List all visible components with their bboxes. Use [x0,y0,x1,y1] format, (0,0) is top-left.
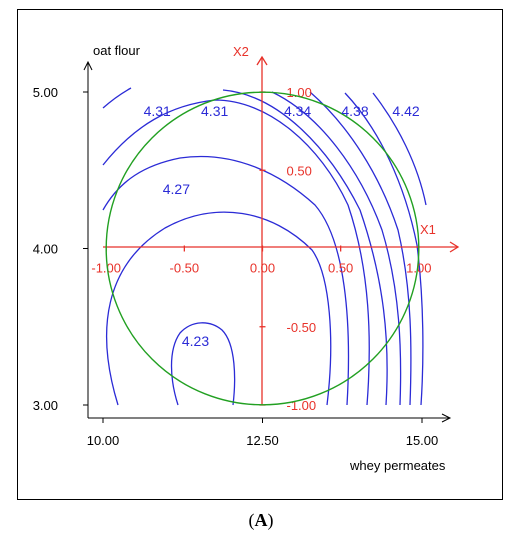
contour-line-4.31-upper [102,99,370,406]
y-axis-arrowhead [83,60,93,71]
contour-value-label: 4.42 [392,103,419,119]
caption-letter: A [254,510,268,530]
y-tick-label: 3.00 [33,398,58,413]
x1-tick-label: 0.00 [250,261,275,276]
x1-tick-label: -1.00 [91,261,121,276]
y-tick-label: 4.00 [33,242,58,257]
axis-ticks [83,91,423,423]
y-tick-label: 5.00 [33,85,58,100]
coded-axes [103,55,460,405]
contour-line-4.23-closed [170,322,236,406]
contour-value-label: 4.38 [341,103,368,119]
figure-caption: (A) [248,510,274,530]
contour-line-4.50 [372,92,427,206]
x2-tick-label: 1.00 [287,85,312,100]
contour-line-4.38 [271,91,402,406]
x2-tick-label: 0.50 [287,163,312,178]
figure-frame [17,9,503,500]
x-axis-title: whey permeates [349,458,446,473]
contour-value-label: 4.34 [284,103,311,119]
x1-tick-label: -0.50 [170,261,200,276]
contour-value-labels: 4.31 4.31 4.34 4.38 4.42 4.27 4.23 [144,103,420,349]
contour-line-4.27 [105,211,332,406]
coded-axis-x1-label: X1 [420,222,436,237]
coded-axis-x2-arrowhead [256,55,268,66]
contour-lines [102,87,427,406]
x-tick-label: 10.00 [87,433,120,448]
x-tick-label: 12.50 [246,433,279,448]
x1-tick-label: 1.00 [406,261,431,276]
x2-tick-label: -0.50 [287,320,317,335]
contour-value-label: 4.31 [201,103,228,119]
coded-axis-x2-label: X2 [233,44,249,59]
contour-line-4.42 [309,91,412,406]
contour-value-label: 4.31 [144,103,171,119]
x-tick-label: 15.00 [406,433,439,448]
contour-value-label: 4.27 [163,181,190,197]
plot-axes [83,60,452,423]
contour-line-4.34 [222,89,388,406]
contour-line-4.31-outer [102,155,350,406]
experimental-region-circle [105,91,420,406]
coded-axis-x1-arrowhead [449,241,460,253]
coded-axis-tick-labels: -1.00 -0.50 0.00 0.50 1.001.000.50-0.50-1.00 [91,85,431,413]
contour-value-label: 4.23 [182,333,209,349]
contour-line-4.31-upper-left [102,87,132,109]
axis-tick-labels: 10.00 12.50 15.00 3.00 4.00 5.00 [33,85,439,448]
x-axis-arrowhead [441,413,452,423]
y-axis-title: oat flour [93,43,141,58]
contour-line-4.46 [344,92,424,406]
x1-tick-label: 0.50 [328,261,353,276]
